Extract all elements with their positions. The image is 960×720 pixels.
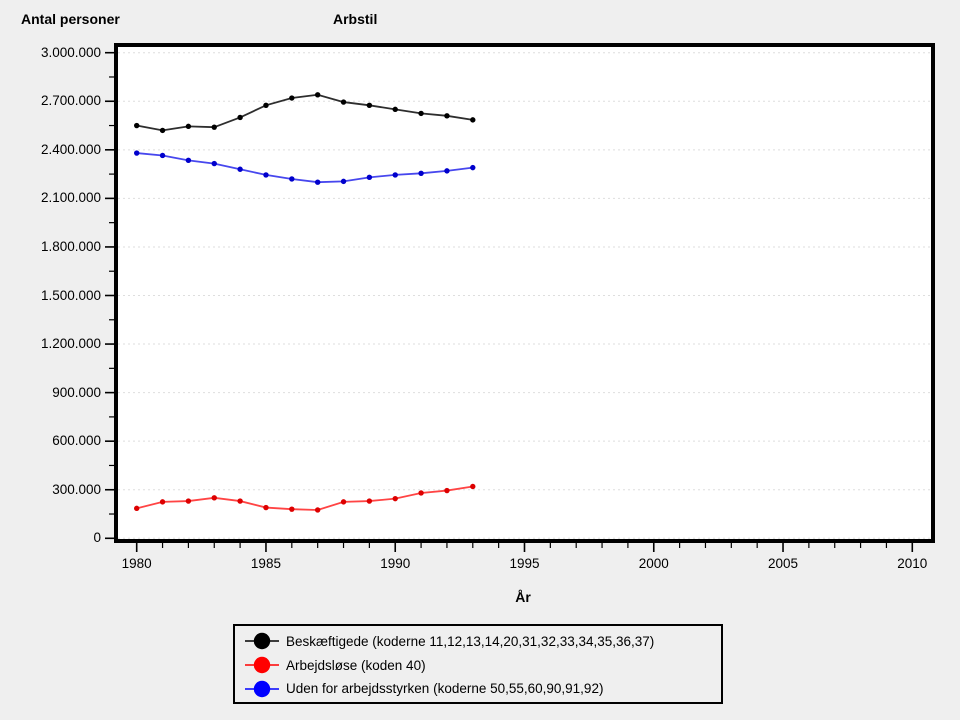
data-point	[263, 504, 269, 511]
data-point	[340, 178, 347, 185]
data-point	[340, 99, 347, 105]
data-point	[444, 168, 450, 174]
x-tick-label: 2005	[767, 556, 799, 571]
legend-item-label: Uden for arbejdsstyrken (koderne 50,55,6…	[286, 681, 604, 697]
data-point	[314, 507, 321, 513]
data-point	[134, 150, 140, 156]
legend-item: Uden for arbejdsstyrken (koderne 50,55,6…	[244, 677, 721, 701]
y-tick-label: 1.500.000	[40, 287, 101, 303]
legend-item-label: Beskæftigede (koderne 11,12,13,14,20,31,…	[286, 633, 655, 649]
data-point	[185, 498, 192, 504]
data-point	[211, 160, 217, 167]
data-point	[159, 499, 166, 505]
data-point	[134, 505, 140, 512]
y-tick-label: 1.200.000	[40, 336, 101, 352]
data-point	[418, 490, 424, 496]
series-line-1	[136, 485, 473, 511]
x-tick-label: 2000	[638, 556, 669, 571]
data-point	[340, 499, 347, 505]
data-point	[185, 123, 192, 130]
data-point	[211, 495, 217, 501]
data-point	[314, 179, 321, 185]
y-tick-label: 2.100.000	[40, 190, 101, 206]
y-tick-label: 2.700.000	[40, 93, 101, 109]
x-axis-title: År	[515, 589, 531, 605]
y-tick-label: 1.800.000	[40, 238, 101, 254]
data-point	[418, 110, 424, 117]
x-tick-label: 1995	[509, 556, 540, 571]
x-tick-label: 1985	[250, 556, 281, 571]
data-point	[237, 498, 243, 504]
y-tick-label: 2.400.000	[40, 141, 101, 157]
data-point	[470, 117, 476, 123]
y-tick-label: 300.000	[52, 481, 101, 497]
x-tick-label: 2010	[897, 556, 928, 571]
data-point	[289, 176, 295, 182]
data-point	[159, 127, 166, 134]
legend-item: Beskæftigede (koderne 11,12,13,14,20,31,…	[244, 630, 721, 654]
data-point	[392, 495, 398, 502]
legend-item: Arbejdsløse (koden 40)	[244, 653, 721, 677]
series-line-2	[136, 152, 473, 184]
data-point	[392, 172, 398, 178]
legend-marker-icon	[245, 680, 279, 698]
legend-item-label: Arbejdsløse (koden 40)	[286, 657, 426, 673]
data-point	[263, 102, 269, 109]
data-point	[418, 170, 424, 176]
x-tick-label: 1980	[121, 556, 152, 571]
data-point	[159, 152, 166, 159]
legend-marker-icon	[245, 633, 279, 650]
data-point	[392, 106, 398, 113]
data-point	[470, 164, 476, 171]
data-point	[314, 92, 321, 98]
data-point	[289, 506, 295, 512]
y-tick-label: 3.000.000	[40, 44, 101, 60]
y-tick-label: 0	[93, 530, 101, 546]
data-point	[444, 113, 450, 119]
data-point	[134, 122, 140, 129]
data-point	[263, 172, 269, 178]
data-point	[366, 102, 373, 109]
y-tick-label: 900.000	[52, 384, 101, 400]
data-point	[444, 487, 450, 494]
data-point	[470, 483, 476, 490]
x-tick-label: 1990	[380, 556, 411, 571]
legend-box: Beskæftigede (koderne 11,12,13,14,20,31,…	[233, 624, 723, 704]
y-tick-label: 600.000	[52, 433, 101, 449]
plot-area	[114, 43, 935, 543]
data-point	[366, 498, 373, 504]
data-point	[237, 166, 243, 172]
data-point	[366, 174, 373, 181]
chart-title: Arbstil	[333, 11, 378, 27]
data-point	[237, 114, 243, 121]
data-point	[289, 95, 295, 101]
y-axis-title: Antal personer	[21, 11, 120, 27]
data-point	[211, 124, 217, 130]
data-point	[185, 157, 192, 164]
series-line-0	[136, 93, 473, 132]
legend-marker-icon	[245, 656, 279, 674]
plot-frame	[114, 43, 935, 543]
